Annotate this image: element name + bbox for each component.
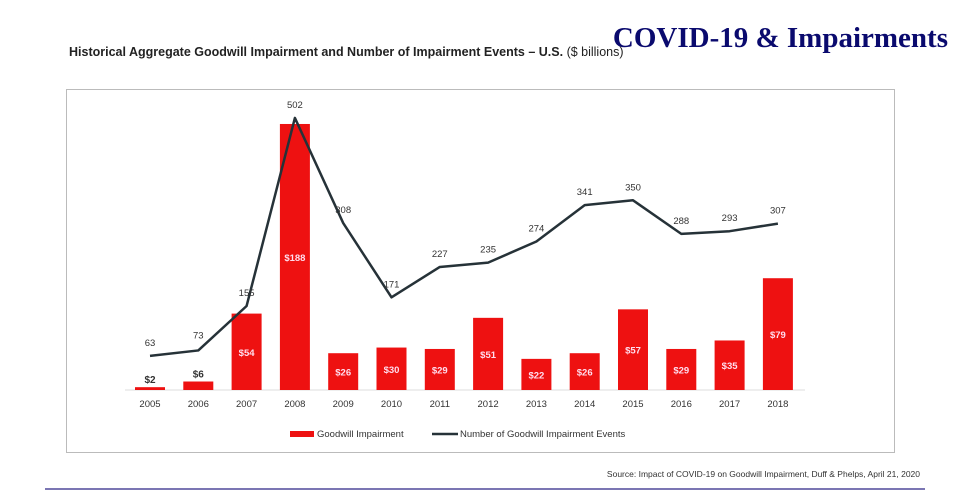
bar-label-2013: $22 xyxy=(528,370,544,381)
bar-label-2006: $6 xyxy=(193,370,205,381)
footer-rule xyxy=(45,488,925,490)
bar-label-2018: $79 xyxy=(770,330,786,341)
line-label-2013: 274 xyxy=(528,223,544,234)
x-tick-2010: 2010 xyxy=(381,399,402,410)
bar-2011 xyxy=(424,348,455,390)
chart-frame xyxy=(66,89,895,453)
line-label-2009: 308 xyxy=(335,205,351,216)
slide-title: COVID-19 & Impairments xyxy=(612,22,948,54)
chart-title-bold: Historical Aggregate Goodwill Impairment… xyxy=(69,45,564,59)
bar-2018 xyxy=(762,278,793,390)
bar-2008 xyxy=(279,123,310,390)
x-tick-2013: 2013 xyxy=(526,399,547,410)
line-label-2006: 73 xyxy=(193,330,204,341)
x-tick-2018: 2018 xyxy=(767,399,788,410)
bar-2005 xyxy=(135,387,165,390)
bar-2017 xyxy=(714,340,745,390)
bar-label-2012: $51 xyxy=(480,350,497,361)
legend-bar-swatch xyxy=(290,431,314,437)
x-tick-2005: 2005 xyxy=(139,399,160,410)
bar-2007 xyxy=(231,313,262,390)
bar-2015 xyxy=(618,309,648,390)
x-tick-2009: 2009 xyxy=(333,399,354,410)
x-tick-2016: 2016 xyxy=(671,399,692,410)
bar-label-2009: $26 xyxy=(335,368,351,379)
bar-2009 xyxy=(328,353,359,390)
chart-title: Historical Aggregate Goodwill Impairment… xyxy=(69,45,624,59)
line-label-2014: 341 xyxy=(577,187,593,198)
line-label-2015: 350 xyxy=(625,182,641,193)
bar-2010 xyxy=(376,347,407,390)
bar-2012 xyxy=(473,317,504,390)
bar-label-2017: $35 xyxy=(722,361,739,372)
line-label-2017: 293 xyxy=(722,213,738,224)
events-line xyxy=(149,116,779,358)
bar-label-2011: $29 xyxy=(432,365,448,376)
x-tick-2006: 2006 xyxy=(188,399,209,410)
bar-2006 xyxy=(183,381,214,390)
bar-label-2007: $54 xyxy=(239,348,256,359)
bar-label-2016: $29 xyxy=(673,365,689,376)
x-tick-2014: 2014 xyxy=(574,399,595,410)
line-label-2018: 307 xyxy=(770,206,786,217)
line-label-2011: 227 xyxy=(432,249,448,260)
x-tick-2012: 2012 xyxy=(478,399,499,410)
chart-title-unit: ($ billions) xyxy=(566,45,624,59)
line-label-2007: 155 xyxy=(239,288,255,299)
line-label-2010: 171 xyxy=(384,279,400,290)
source-note: Source: Impact of COVID-19 on Goodwill I… xyxy=(606,469,920,479)
bar-label-2005: $2 xyxy=(144,375,156,386)
line-label-2005: 63 xyxy=(145,338,156,349)
bar-label-2015: $57 xyxy=(625,346,641,357)
bar-label-2010: $30 xyxy=(384,365,400,376)
bar-label-2014: $26 xyxy=(577,368,593,379)
x-tick-2008: 2008 xyxy=(284,399,305,410)
line-label-2008: 502 xyxy=(287,100,303,111)
legend-line-label: Number of Goodwill Impairment Events xyxy=(460,429,626,440)
bar-label-2008: $188 xyxy=(284,253,305,264)
legend-bar-label: Goodwill Impairment xyxy=(317,429,404,440)
x-tick-2007: 2007 xyxy=(236,399,257,410)
line-label-2012: 235 xyxy=(480,245,496,256)
bar-2013 xyxy=(521,358,552,390)
x-tick-2011: 2011 xyxy=(430,399,450,410)
bar-2014 xyxy=(569,353,600,390)
x-tick-2017: 2017 xyxy=(719,399,740,410)
bar-2016 xyxy=(666,348,697,390)
x-tick-2015: 2015 xyxy=(622,399,643,410)
line-label-2016: 288 xyxy=(673,216,689,227)
